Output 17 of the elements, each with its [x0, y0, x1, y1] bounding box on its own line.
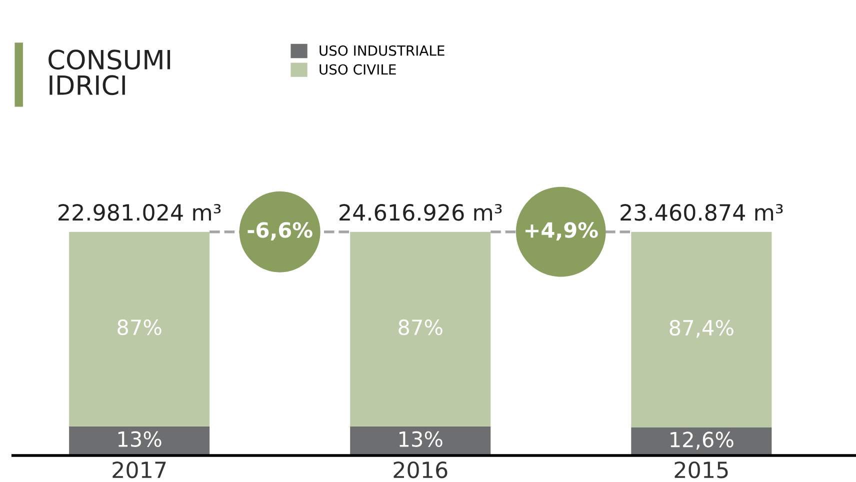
annotation: 22.981.024 m³	[58, 204, 221, 221]
x-tick-label: 2015	[674, 461, 728, 478]
chart-title: CONSUMI IDRICI	[48, 50, 170, 96]
data-label: 87,4%	[670, 320, 734, 338]
data-label: 87%	[118, 319, 162, 336]
annotation: 23.460.874 m³	[620, 204, 783, 221]
data-label: 12,6%	[670, 432, 734, 450]
annotation: 24.616.926 m³	[340, 204, 502, 221]
x-tick-label: 2016	[394, 461, 448, 478]
data-label: 87%	[398, 319, 442, 336]
x-tick-label: 2017	[112, 461, 166, 478]
annotation: -6,6%	[248, 222, 312, 241]
legend-label: USO CIVILE	[320, 64, 396, 75]
data-label: 13%	[400, 431, 442, 447]
legend-label: USO INDUSTRIALE	[320, 45, 444, 56]
annotation: +4,9%	[525, 222, 598, 241]
data-label: 13%	[118, 431, 162, 447]
